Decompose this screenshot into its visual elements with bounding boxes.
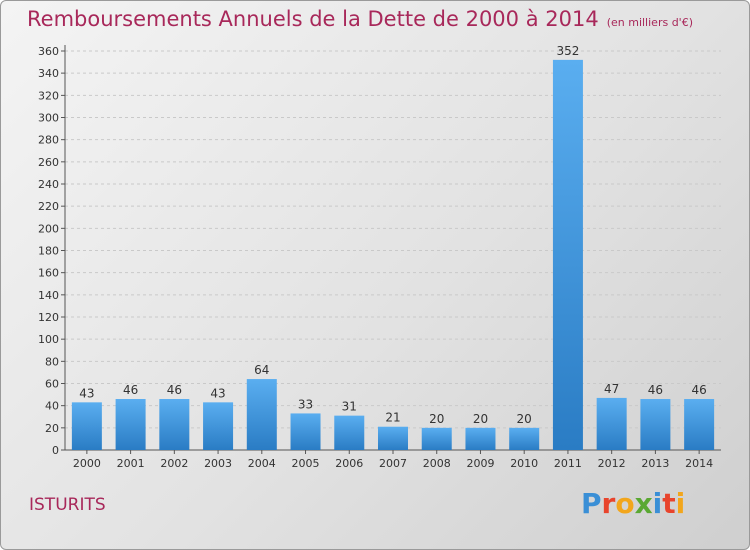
data-label-2007: 21 <box>385 411 400 425</box>
commune-name: ISTURITS <box>29 495 106 515</box>
x-tick-label-2001: 2001 <box>117 457 145 470</box>
data-label-2003: 43 <box>210 386 225 400</box>
x-tick-label-2012: 2012 <box>598 457 626 470</box>
data-label-2004: 64 <box>254 363 269 377</box>
x-tick-label-2003: 2003 <box>204 457 232 470</box>
x-tick-label-2005: 2005 <box>292 457 320 470</box>
x-tick-label-2013: 2013 <box>641 457 669 470</box>
bar-2001 <box>115 399 146 450</box>
y-tick-label: 60 <box>45 378 59 391</box>
bar-2011 <box>552 59 583 450</box>
y-tick-label: 100 <box>38 333 59 346</box>
y-tick-label: 260 <box>38 156 59 169</box>
proxiti-logo: Proxiti <box>581 487 685 520</box>
data-label-2010: 20 <box>517 412 532 426</box>
x-tick-label-2006: 2006 <box>335 457 363 470</box>
y-tick-label: 80 <box>45 355 59 368</box>
bar-2005 <box>290 413 321 450</box>
bar-2008 <box>421 427 452 450</box>
x-tick-label-2009: 2009 <box>466 457 494 470</box>
bar-2004 <box>246 379 277 450</box>
y-tick-label: 40 <box>45 400 59 413</box>
x-tick-label-2014: 2014 <box>685 457 713 470</box>
y-tick-label: 360 <box>38 45 59 58</box>
y-tick-label: 200 <box>38 222 59 235</box>
x-tick-label-2000: 2000 <box>73 457 101 470</box>
bar-2000 <box>71 402 102 450</box>
chart-unit: (en milliers d'€) <box>606 16 693 29</box>
data-label-2001: 46 <box>123 383 138 397</box>
data-label-2006: 31 <box>342 400 357 414</box>
y-tick-label: 300 <box>38 112 59 125</box>
x-tick-label-2007: 2007 <box>379 457 407 470</box>
y-tick-label: 120 <box>38 311 59 324</box>
data-label-2002: 46 <box>167 383 182 397</box>
data-label-2011: 352 <box>556 44 579 58</box>
data-label-2014: 46 <box>691 383 706 397</box>
bar-2002 <box>159 399 190 450</box>
data-label-2012: 47 <box>604 382 619 396</box>
logo-letter: i <box>652 487 663 520</box>
logo-letter: o <box>615 487 635 520</box>
data-label-2008: 20 <box>429 412 444 426</box>
y-tick-label: 340 <box>38 67 59 80</box>
y-tick-label: 220 <box>38 200 59 213</box>
bar-2007 <box>378 426 408 450</box>
data-label-2000: 43 <box>79 386 94 400</box>
y-tick-label: 320 <box>38 89 59 102</box>
data-label-2009: 20 <box>473 412 488 426</box>
logo-letter: P <box>581 487 602 520</box>
logo-letter: r <box>601 487 616 520</box>
data-label-2005: 33 <box>298 397 313 411</box>
y-tick-label: 280 <box>38 134 59 147</box>
x-tick-label-2002: 2002 <box>160 457 188 470</box>
x-tick-label-2004: 2004 <box>248 457 276 470</box>
bar-2012 <box>596 397 627 450</box>
y-tick-label: 180 <box>38 245 59 258</box>
y-tick-label: 140 <box>38 289 59 302</box>
chart-title-text: Remboursements Annuels de la Dette de 20… <box>27 7 599 31</box>
data-label-2013: 46 <box>648 383 663 397</box>
x-tick-label-2008: 2008 <box>423 457 451 470</box>
bar-2014 <box>684 399 715 450</box>
chart-title: Remboursements Annuels de la Dette de 20… <box>27 7 693 31</box>
bar-2006 <box>334 415 365 450</box>
y-tick-label: 20 <box>45 422 59 435</box>
x-tick-label-2010: 2010 <box>510 457 538 470</box>
y-tick-label: 160 <box>38 267 59 280</box>
bar-2013 <box>640 399 671 450</box>
x-tick-label-2011: 2011 <box>554 457 582 470</box>
logo-letter: t <box>662 487 676 520</box>
bar-2009 <box>465 427 496 450</box>
y-tick-label: 240 <box>38 178 59 191</box>
bar-2003 <box>203 402 234 450</box>
logo-letter: x <box>634 487 653 520</box>
bar-2010 <box>509 427 540 450</box>
y-tick-label: 0 <box>52 444 59 457</box>
logo-letter: i <box>675 487 686 520</box>
